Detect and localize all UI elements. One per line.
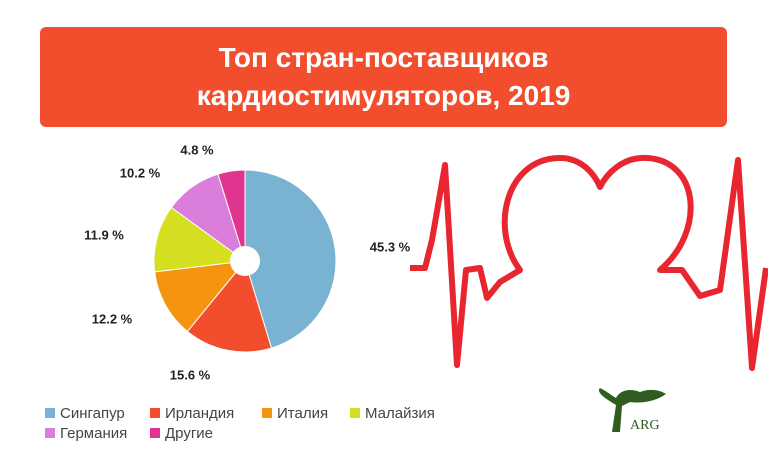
pie-slice	[186, 259, 273, 353]
legend-label: Малайзия	[365, 405, 435, 422]
pie-slice	[153, 206, 247, 273]
pie-slice	[217, 169, 246, 262]
title-banner: Топ стран-поставщиков кардиостимуляторов…	[40, 27, 727, 127]
value-label: 11.9 %	[84, 227, 124, 242]
value-label: 10.2 %	[120, 165, 161, 180]
legend-swatch	[262, 408, 272, 418]
legend-swatch	[150, 408, 160, 418]
legend-swatch	[350, 408, 360, 418]
value-label: 12.2 %	[92, 311, 133, 326]
legend-label: Италия	[277, 405, 328, 422]
logo-text: ARG	[630, 418, 660, 433]
legend-swatch	[45, 428, 55, 438]
legend-label: Другие	[165, 425, 213, 442]
value-label: 15.6 %	[170, 367, 211, 382]
legend-label: Германия	[60, 425, 127, 442]
value-label: 4.8 %	[180, 142, 214, 157]
pie-slice	[154, 260, 247, 333]
legend-swatch	[45, 408, 55, 418]
legend-label: Ирландия	[165, 405, 234, 422]
logo: ARG	[598, 388, 666, 433]
pie-hole	[230, 246, 260, 276]
chart-title: Топ стран-поставщиков кардиостимуляторов…	[196, 42, 571, 111]
legend-swatch	[150, 428, 160, 438]
pie-slice	[244, 169, 337, 349]
heartbeat-decoration	[410, 154, 768, 371]
value-label: 45.3 %	[370, 239, 411, 254]
legend-label: Сингапур	[60, 405, 125, 422]
